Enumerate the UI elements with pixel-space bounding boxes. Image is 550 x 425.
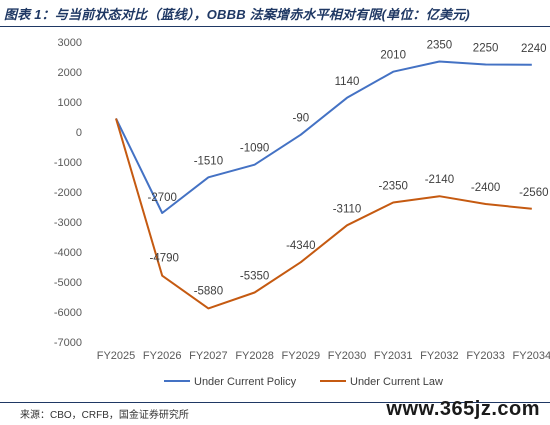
data-label: -5350 — [240, 271, 269, 283]
x-tick-label: FY2027 — [189, 350, 228, 362]
data-label: -2350 — [378, 181, 407, 193]
y-tick-label: 0 — [76, 127, 82, 139]
legend-label: Under Current Policy — [194, 376, 297, 388]
x-tick-label: FY2030 — [328, 350, 367, 362]
x-tick-label: FY2025 — [97, 350, 136, 362]
data-label: -1510 — [194, 155, 223, 167]
watermark-text: www.365jz.com — [386, 398, 540, 420]
source-note: 来源：CBO，CRFB，国金证券研究所 — [20, 410, 189, 421]
y-tick-label: -5000 — [54, 277, 82, 289]
title-bar: 图表 1：与当前状态对比（蓝线），OBBB 法案增赤水平相对有限(单位：亿美元) — [0, 0, 550, 27]
chart-title: 图表 1：与当前状态对比（蓝线），OBBB 法案增赤水平相对有限(单位：亿美元) — [4, 7, 470, 22]
data-label: -2700 — [147, 192, 176, 204]
x-tick-label: FY2029 — [282, 350, 321, 362]
series-line — [115, 118, 532, 310]
y-tick-label: 2000 — [58, 67, 82, 79]
y-tick-label: 1000 — [58, 97, 82, 109]
y-tick-label: -4000 — [54, 247, 82, 259]
y-tick-label: -6000 — [54, 307, 82, 319]
x-tick-label: FY2028 — [235, 350, 274, 362]
x-tick-label: FY2031 — [374, 350, 413, 362]
y-tick-label: 3000 — [58, 37, 82, 49]
data-label: -5880 — [194, 285, 223, 297]
data-label: -4340 — [286, 240, 315, 252]
y-tick-label: -2000 — [54, 187, 82, 199]
data-label: -2400 — [471, 182, 500, 194]
data-label: 2250 — [473, 43, 499, 55]
data-label: -90 — [292, 113, 309, 125]
series-line — [115, 60, 532, 214]
y-tick-label: -1000 — [54, 157, 82, 169]
data-label: 2240 — [521, 43, 547, 55]
data-label: 1140 — [335, 76, 360, 88]
data-label: -3110 — [333, 203, 362, 215]
data-label: 2350 — [427, 40, 453, 52]
data-label: -4790 — [149, 253, 178, 265]
data-label: 2010 — [380, 50, 406, 62]
data-label: -2140 — [425, 174, 454, 186]
data-label: -1090 — [240, 143, 269, 155]
data-label: -2560 — [519, 187, 548, 199]
footer-divider — [0, 402, 550, 403]
y-tick-label: -3000 — [54, 217, 82, 229]
x-tick-label: FY2034 — [513, 350, 550, 362]
x-tick-label: FY2033 — [466, 350, 505, 362]
legend-label: Under Current Law — [350, 376, 443, 388]
x-tick-label: FY2026 — [143, 350, 182, 362]
x-tick-label: FY2032 — [420, 350, 459, 362]
y-tick-label: -7000 — [54, 337, 82, 349]
